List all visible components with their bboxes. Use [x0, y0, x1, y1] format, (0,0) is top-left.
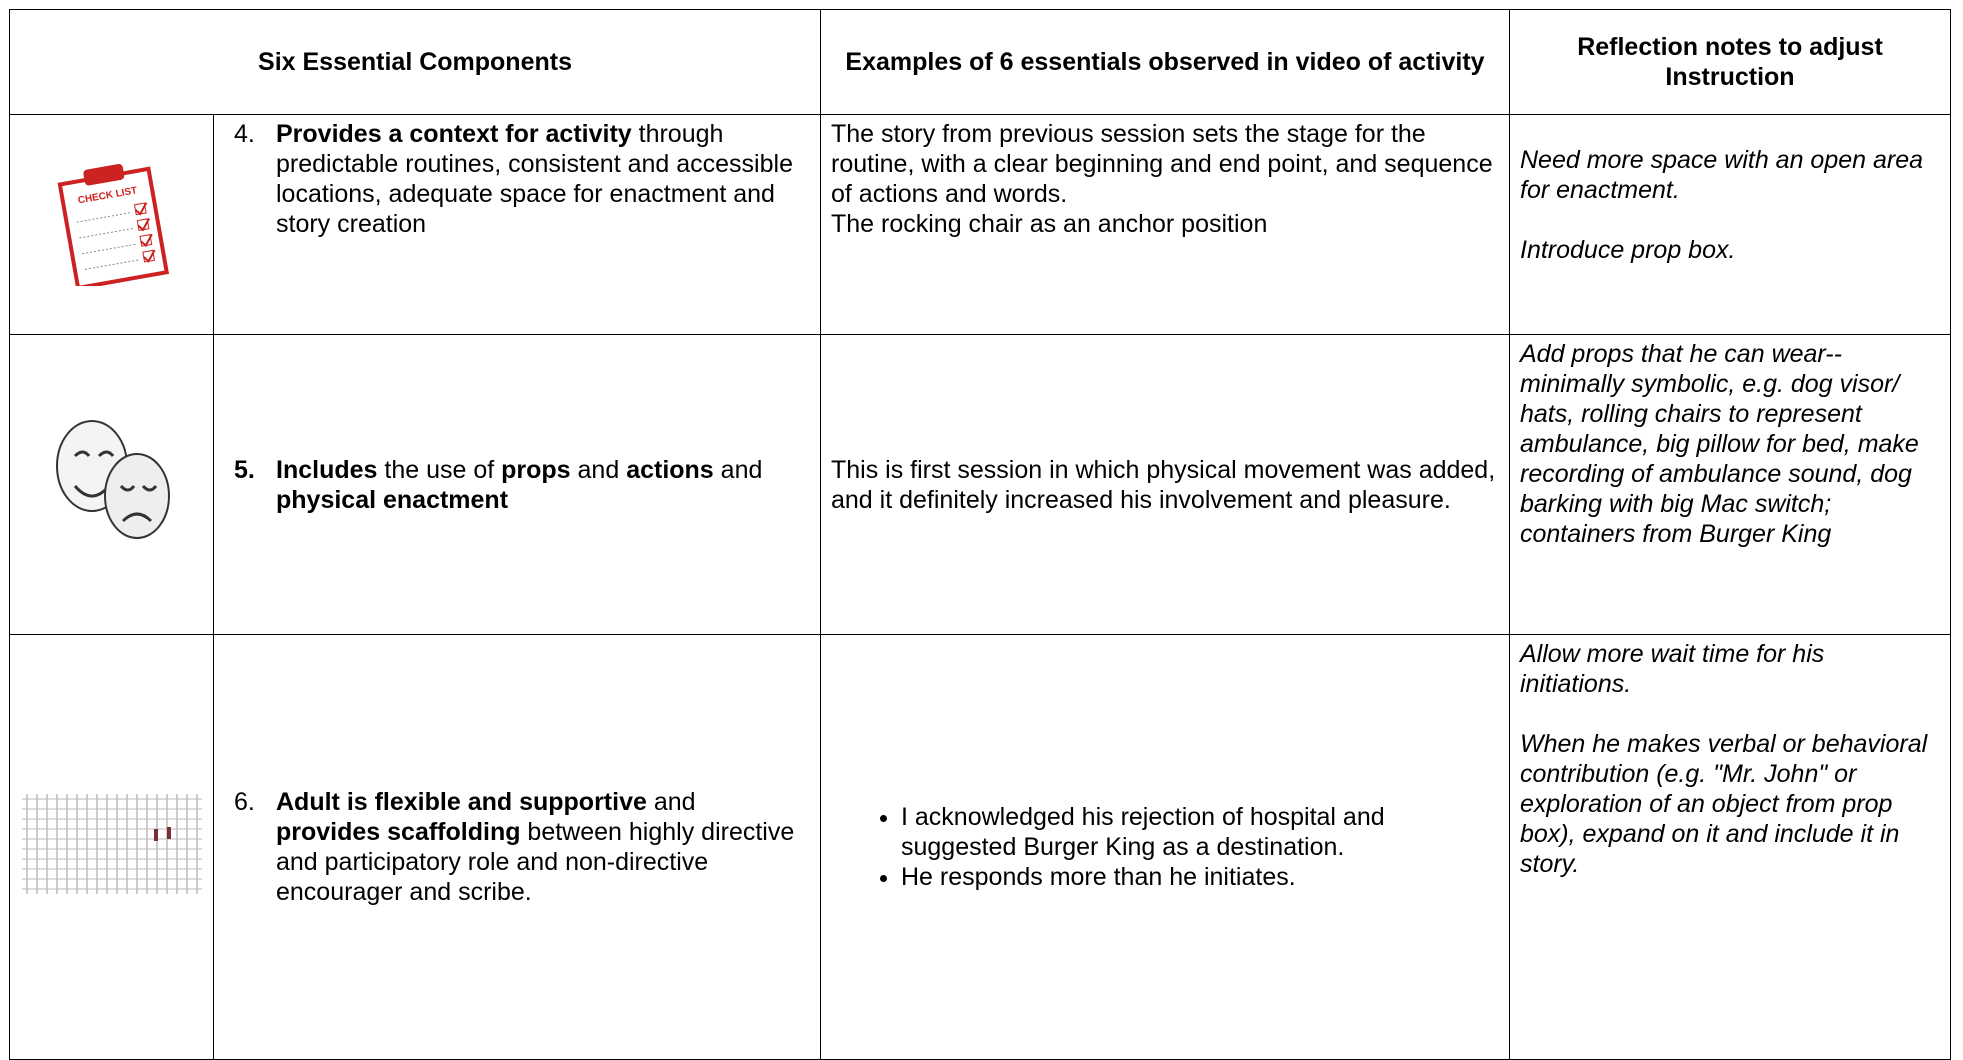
note-text: Introduce prop box.: [1520, 236, 1736, 264]
examples-cell: The story from previous session sets the…: [820, 114, 1510, 335]
text-segment: the use of: [377, 455, 502, 484]
component-text: Provides a context for activity through …: [276, 119, 806, 239]
table-row: 5. Includes the use of props and actions …: [9, 334, 1951, 635]
text-segment: physical enactment: [276, 485, 509, 514]
text-segment: and: [570, 455, 627, 484]
notes-cell: Need more space with an open area for en…: [1509, 114, 1951, 335]
row-icon: CHECK LIST: [9, 114, 214, 335]
table-row: CHECK LIST 4. Provides a context for activ…: [9, 114, 1951, 335]
example-text: The story from previous session sets the…: [831, 120, 1493, 208]
notes-cell: Add props that he can wear--minimally sy…: [1509, 334, 1951, 635]
row-icon: [9, 634, 214, 1060]
text-segment: Adult is flexible and supportive: [276, 788, 647, 816]
example-item: He responds more than he initiates.: [901, 862, 1499, 892]
example-text: The rocking chair as an anchor position: [831, 210, 1268, 238]
example-text: This is first session in which physical …: [831, 455, 1496, 514]
item-number: 6.: [234, 788, 255, 816]
text-segment: Provides a context for activity: [276, 120, 632, 148]
text-segment: props: [501, 455, 571, 484]
item-number: 5.: [234, 455, 255, 484]
examples-list: I acknowledged his rejection of hospital…: [831, 802, 1499, 892]
example-item: I acknowledged his rejection of hospital…: [901, 802, 1499, 862]
header-cell: Six Essential Components: [9, 9, 821, 115]
notes-cell: Allow more wait time for his initiations…: [1509, 634, 1951, 1060]
header-row: Six Essential Components Examples of 6 e…: [9, 9, 1951, 115]
component-text: Includes the use of props and actions an…: [276, 455, 806, 515]
text-segment: between highly directive and participato…: [276, 818, 795, 906]
component-cell: 6. Adult is flexible and supportive and p…: [213, 634, 821, 1060]
components-table: Six Essential Components Examples of 6 e…: [9, 9, 1951, 1060]
text-segment: provides scaffolding: [276, 818, 521, 846]
text-segment: actions: [626, 455, 714, 484]
table-body: CHECK LIST 4. Provides a context for activ…: [9, 114, 1951, 1060]
table-row: 6. Adult is flexible and supportive and p…: [9, 634, 1951, 1060]
text-segment: Includes: [276, 455, 378, 484]
row-icon: [9, 334, 214, 635]
note-text: Allow more wait time for his initiations…: [1520, 640, 1825, 698]
component-cell: 4. Provides a context for activity throug…: [213, 114, 821, 335]
examples-cell: This is first session in which physical …: [820, 334, 1510, 635]
header-cell: Reflection notes to adjust Instruction: [1509, 9, 1951, 115]
header-cell: Examples of 6 essentials observed in vid…: [820, 9, 1510, 115]
note-text: Add props that he can wear--minimally sy…: [1520, 340, 1919, 548]
item-number: 4.: [234, 120, 255, 148]
text-segment: through predictable routines, consistent…: [276, 120, 793, 238]
examples-cell: I acknowledged his rejection of hospital…: [820, 634, 1510, 1060]
text-segment: and: [713, 455, 763, 484]
note-text: Need more space with an open area for en…: [1520, 146, 1924, 204]
note-text: When he makes verbal or behavioral contr…: [1520, 730, 1928, 878]
component-cell: 5. Includes the use of props and actions …: [213, 334, 821, 635]
component-text: Adult is flexible and supportive and pro…: [276, 787, 806, 907]
text-segment: and: [646, 788, 696, 816]
